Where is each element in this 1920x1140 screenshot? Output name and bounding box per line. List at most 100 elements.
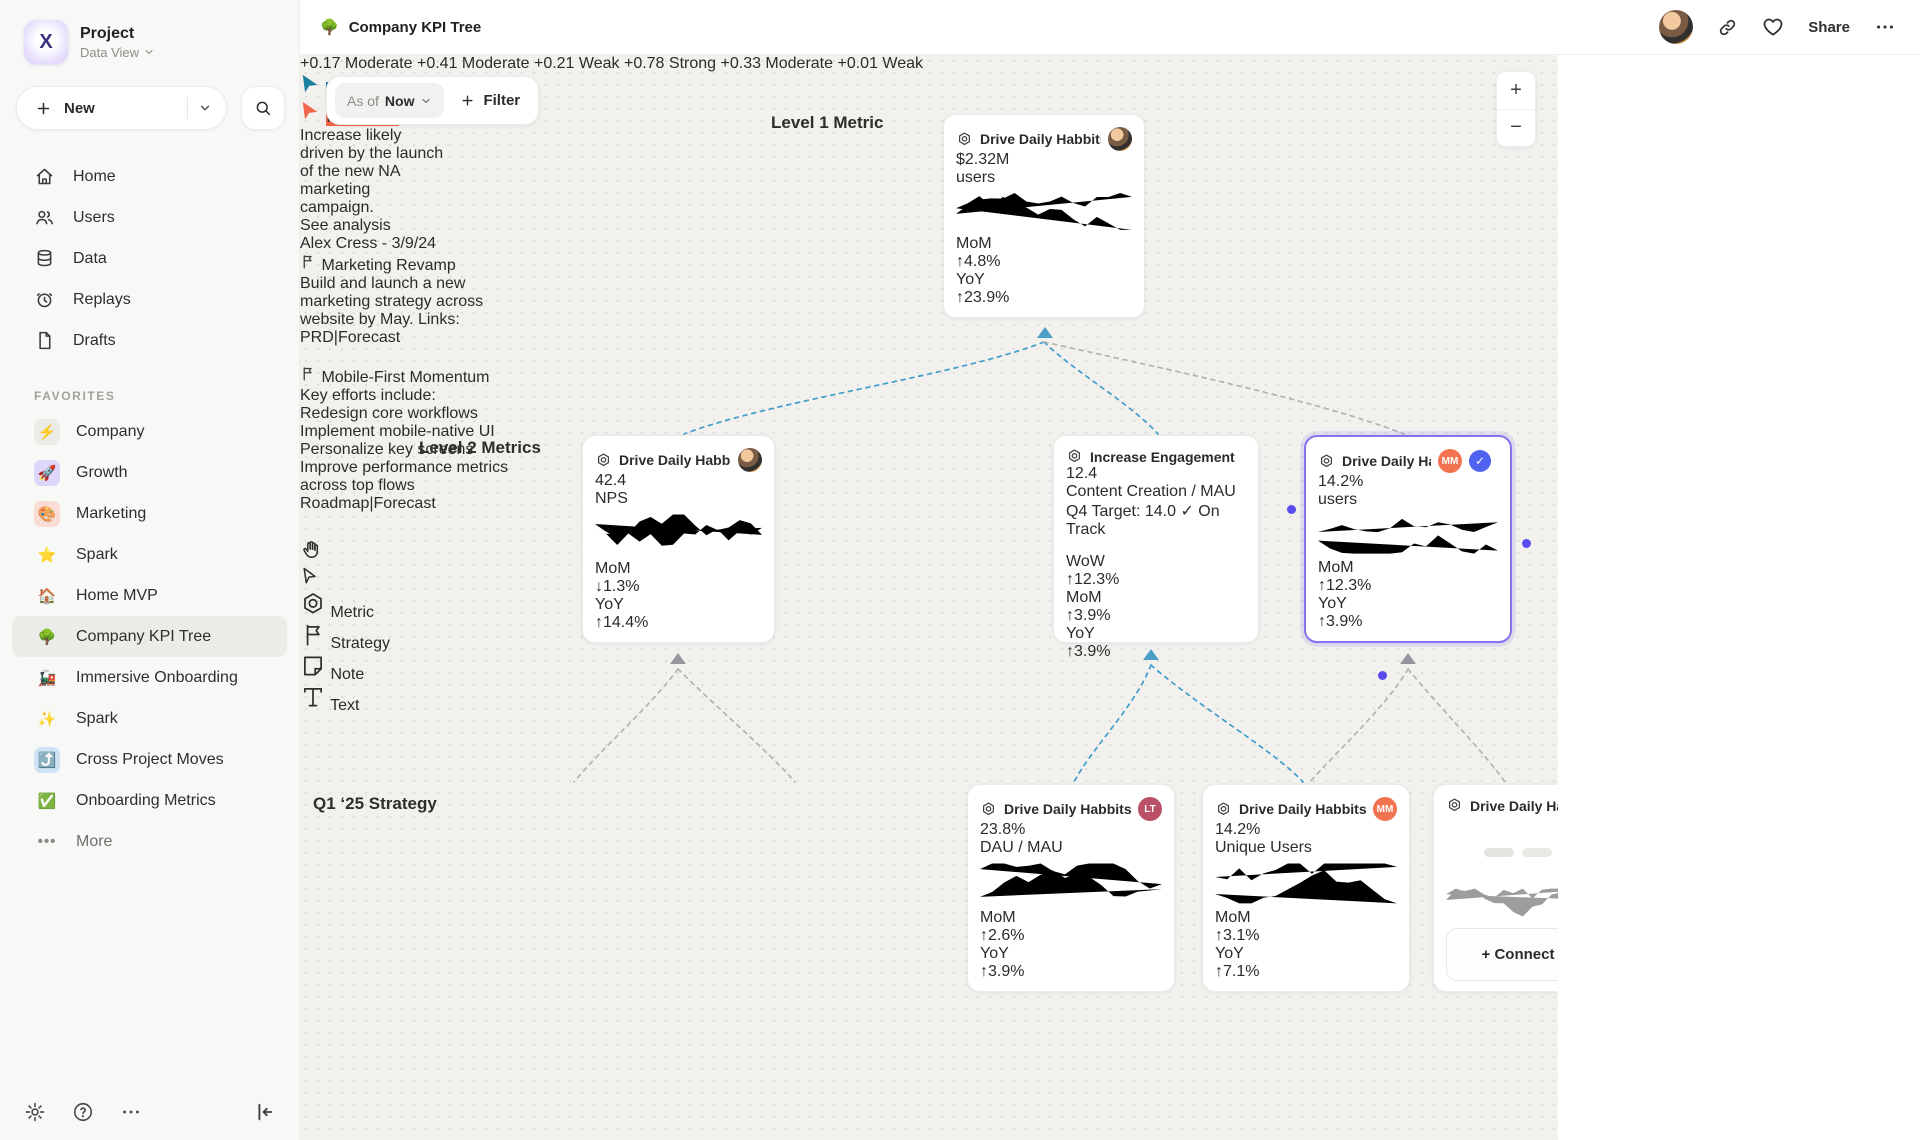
favorite-onboarding-metrics[interactable]: ✅ Onboarding Metrics xyxy=(12,780,287,821)
user-avatar[interactable] xyxy=(1659,10,1694,44)
sidebar-item-users[interactable]: Users xyxy=(0,197,299,238)
sidebar-nav: Home Users Data Replays Drafts xyxy=(0,156,299,361)
metric-card-dau[interactable]: Drive Daily Habbits LT 23.8% DAU / MAU M… xyxy=(967,784,1175,992)
favorite-immersive-onboarding[interactable]: 🚂 Immersive Onboarding xyxy=(12,657,287,698)
roadmap-link[interactable]: Roadmap xyxy=(300,495,370,512)
favorite-home-mvp[interactable]: 🏠 Home MVP xyxy=(12,575,287,616)
stat-mom[interactable]: MoM ↑2.6% xyxy=(980,909,1162,945)
tree-icon: 🌳 xyxy=(320,19,339,36)
chevron-down-icon[interactable] xyxy=(198,101,212,115)
collapse-sidebar-icon[interactable] xyxy=(253,1101,275,1123)
metric-card-partial[interactable]: Drive Daily Hab + Connect xyxy=(1433,784,1558,992)
settings-gear-icon[interactable] xyxy=(24,1101,46,1123)
stat-yoy[interactable]: YoY ↑3.9% xyxy=(1066,625,1246,661)
forecast-link[interactable]: Forecast xyxy=(373,495,436,512)
help-icon[interactable] xyxy=(72,1101,94,1123)
stat-yoy[interactable]: YoY ↑23.9% xyxy=(956,271,1132,307)
stat-value: ↑3.9% xyxy=(1066,643,1111,660)
metric-card-unique-users[interactable]: Drive Daily Habbits MM 14.2% Unique User… xyxy=(1202,784,1410,992)
tool-label: Strategy xyxy=(330,635,391,652)
divider xyxy=(187,97,188,119)
text-tool[interactable]: Text xyxy=(300,684,390,715)
stat-mom[interactable]: MoM ↑12.3% xyxy=(1318,559,1498,595)
new-button[interactable]: New xyxy=(16,86,227,130)
on-track-status: ✓ On Track xyxy=(1066,503,1220,538)
metric-tool[interactable]: Metric xyxy=(300,591,390,622)
strategy-tool[interactable]: Strategy xyxy=(300,622,390,653)
search-button[interactable] xyxy=(241,86,285,130)
more-options-icon[interactable] xyxy=(120,1101,142,1123)
kpi-tree-canvas[interactable]: As of Now Filter + − Level 1 Metric Leve… xyxy=(300,55,1558,1140)
favorite-company-kpi-tree[interactable]: 🌳 Company KPI Tree xyxy=(12,616,287,657)
lightning-icon: ⚡ xyxy=(34,418,60,445)
stat-label: MoM xyxy=(1066,589,1102,606)
stat-value: ↑4.8% xyxy=(956,253,1001,270)
correlation-label: +0.01 Weak xyxy=(837,55,924,72)
more-menu-icon[interactable] xyxy=(1874,16,1896,38)
stat-yoy[interactable]: YoY ↑3.9% xyxy=(980,945,1162,981)
canvas-toolbar: As of Now Filter xyxy=(326,76,540,125)
project-view-selector[interactable]: Data View xyxy=(80,45,155,60)
hand-tool[interactable] xyxy=(300,539,390,566)
connect-button[interactable]: + Connect xyxy=(1446,928,1558,981)
tool-palette: Metric Strategy Note Text xyxy=(300,539,390,715)
palette-icon: 🎨 xyxy=(34,500,60,527)
favorite-heart-icon[interactable] xyxy=(1762,16,1784,38)
favorites-more[interactable]: ••• More xyxy=(12,821,287,862)
canvas-note[interactable]: Increase likely driven by the launch of … xyxy=(300,127,446,253)
note-text: Increase likely driven by the launch of … xyxy=(300,127,444,216)
filter-button[interactable]: Filter xyxy=(460,92,520,109)
as-of-selector[interactable]: As of Now xyxy=(335,83,445,118)
strategy-card-marketing-revamp[interactable]: Marketing Revamp Build and launch a new … xyxy=(300,253,508,365)
stat-mom[interactable]: MoM ↓1.3% xyxy=(595,560,762,596)
prd-link[interactable]: PRD xyxy=(300,329,334,346)
tool-label: Text xyxy=(330,697,360,714)
flag-icon xyxy=(303,255,312,269)
stat-yoy[interactable]: YoY ↑14.4% xyxy=(595,596,762,632)
zoom-out-button[interactable]: − xyxy=(1510,116,1522,139)
share-button[interactable]: Share xyxy=(1808,18,1850,36)
sidebar-item-data[interactable]: Data xyxy=(0,238,299,279)
selection-handle[interactable] xyxy=(1287,505,1296,514)
metric-card-engagement[interactable]: Increase Engagement 12.4 Content Creatio… xyxy=(1053,435,1259,660)
favorite-marketing[interactable]: 🎨 Marketing xyxy=(12,493,287,534)
favorite-company[interactable]: ⚡ Company xyxy=(12,411,287,452)
copy-link-icon[interactable] xyxy=(1717,17,1738,38)
selection-handle[interactable] xyxy=(1522,539,1531,548)
forecast-link[interactable]: Forecast xyxy=(337,329,401,346)
metric-card-nps[interactable]: Drive Daily Habbits 42.4 NPS MoM ↓1.3% Y… xyxy=(582,435,775,643)
project-switcher[interactable]: X Project Data View xyxy=(0,0,299,64)
favorite-cross-project-moves[interactable]: ⤴️ Cross Project Moves xyxy=(12,739,287,780)
metric-unit: users xyxy=(956,169,996,186)
stat-mom[interactable]: MoM ↑3.1% xyxy=(1215,909,1397,945)
selection-handle[interactable] xyxy=(1378,671,1387,680)
sidebar-item-home[interactable]: Home xyxy=(0,156,299,197)
stat-wow[interactable]: WoW ↑12.3% xyxy=(1066,553,1246,589)
sidebar-item-label: Replays xyxy=(73,290,131,308)
stat-mom[interactable]: MoM ↑4.8% xyxy=(956,235,1132,271)
tool-label: Metric xyxy=(330,604,375,621)
favorite-spark[interactable]: ⭐ Spark xyxy=(12,534,287,575)
strategy-title: Mobile-First Momentum xyxy=(321,369,490,386)
see-analysis-link[interactable]: See analysis xyxy=(300,217,391,234)
plus-icon xyxy=(462,95,474,106)
sidebar-item-replays[interactable]: Replays xyxy=(0,279,299,320)
favorite-label: Home MVP xyxy=(76,586,158,604)
favorite-label: Company xyxy=(76,422,145,440)
metric-target-icon xyxy=(980,801,997,818)
zoom-in-button[interactable]: + xyxy=(1497,72,1535,110)
stat-mom[interactable]: MoM ↑3.9% xyxy=(1066,589,1246,625)
stat-row: MoM ↓1.3% YoY ↑14.4% xyxy=(595,560,762,632)
project-view-label: Data View xyxy=(80,44,140,60)
favorite-spark-2[interactable]: ✨ Spark xyxy=(12,698,287,739)
sidebar-item-drafts[interactable]: Drafts xyxy=(0,320,299,361)
metric-card-selected[interactable]: Drive Daily Habb.. MM ✓ 14.2% users MoM … xyxy=(1304,435,1512,643)
strategy-card-mobile-first[interactable]: Mobile-First Momentum Key efforts includ… xyxy=(300,365,511,539)
note-tool[interactable]: Note xyxy=(300,653,390,684)
metric-card-level1[interactable]: Drive Daily Habbits $2.32M users MoM ↑4.… xyxy=(943,114,1145,318)
stat-yoy[interactable]: YoY ↑7.1% xyxy=(1215,945,1397,981)
stat-yoy[interactable]: YoY ↑3.9% xyxy=(1318,595,1498,631)
favorite-label: Spark xyxy=(76,709,118,727)
select-tool[interactable] xyxy=(300,566,390,591)
favorite-growth[interactable]: 🚀 Growth xyxy=(12,452,287,493)
